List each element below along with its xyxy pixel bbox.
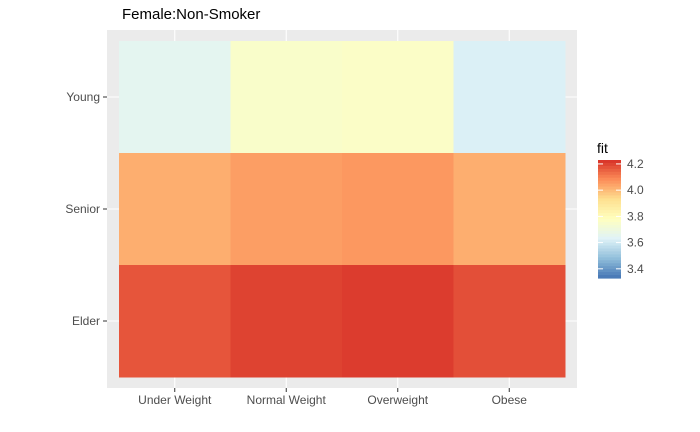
colorbar-segment (598, 210, 621, 214)
y-axis: Young Senior Elder (65, 90, 107, 328)
heatmap-tile (342, 265, 454, 378)
colorbar-segment (598, 224, 621, 229)
colorbar-segment (598, 266, 621, 270)
x-tick-label: Normal Weight (247, 393, 327, 407)
legend-tick-label: 3.6 (627, 236, 644, 250)
colorbar-segment (598, 201, 621, 205)
colorbar-segment (598, 219, 621, 223)
y-tick-label: Elder (72, 314, 100, 328)
colorbar-segment (598, 216, 621, 220)
x-tick-label: Obese (492, 393, 528, 407)
colorbar-segment (598, 245, 621, 250)
heatmap-tile (453, 41, 566, 154)
heatmap-tiles (119, 41, 566, 378)
colorbar-segment (598, 183, 621, 188)
heatmap-tile (230, 265, 343, 378)
legend-title: fit (597, 140, 608, 156)
colorbar-segment (598, 272, 621, 276)
colorbar-segment (598, 192, 621, 196)
colorbar-segment (598, 254, 621, 258)
y-tick-label: Senior (65, 202, 100, 216)
colorbar-segment (598, 177, 621, 182)
heatmap-tile (342, 153, 454, 266)
colorbar-segment (598, 236, 621, 241)
colorbar-segment (598, 233, 621, 238)
heatmap-tile (119, 153, 231, 266)
colorbar-segment (598, 171, 621, 176)
colorbar-segment (598, 204, 621, 208)
heatmap-tile (119, 41, 231, 154)
colorbar-segment (598, 198, 621, 202)
heatmap-tile (230, 153, 343, 266)
x-tick-label: Under Weight (138, 393, 212, 407)
colorbar-segment (598, 221, 621, 226)
colorbar-segment (598, 195, 621, 199)
colorbar-segment (598, 227, 621, 232)
colorbar-segment (598, 230, 621, 235)
colorbar-segment (598, 186, 621, 191)
y-tick-label: Young (66, 90, 100, 104)
colorbar-segment (598, 251, 621, 255)
colorbar-segment (598, 168, 621, 173)
colorbar-segment (598, 160, 621, 164)
colorbar-segment (598, 162, 621, 167)
colorbar-segment (598, 213, 621, 217)
colorbar-segment (598, 174, 621, 179)
x-tick-label: Overweight (367, 393, 428, 407)
colorbar-segment (598, 263, 621, 267)
heatmap-tile (119, 265, 231, 378)
chart-title: Female:Non-Smoker (122, 6, 261, 23)
colorbar-segment (598, 242, 621, 247)
heatmap-tile (453, 265, 566, 378)
colorbar-segment (598, 165, 621, 170)
colorbar-segment (598, 260, 621, 264)
colorbar-segment (598, 248, 621, 253)
legend-tick-label: 3.8 (627, 209, 644, 223)
colorbar-segment (598, 269, 621, 273)
colorbar-segment (598, 275, 621, 279)
legend-tick-label: 4.0 (627, 183, 644, 197)
color-legend: 3.4 3.6 3.8 4.0 4.2 (598, 157, 644, 279)
heatmap-tile (453, 153, 566, 266)
colorbar-segment (598, 239, 621, 244)
heatmap-tile (230, 41, 343, 154)
colorbar-segment (598, 180, 621, 185)
legend-tick-label: 4.2 (627, 157, 644, 171)
colorbar-segment (598, 207, 621, 211)
heatmap-tile (342, 41, 454, 154)
legend-tick-label: 3.4 (627, 262, 644, 276)
colorbar-segment (598, 189, 621, 194)
colorbar-segment (598, 257, 621, 261)
x-axis: Under Weight Normal Weight Overweight Obese (138, 388, 527, 407)
